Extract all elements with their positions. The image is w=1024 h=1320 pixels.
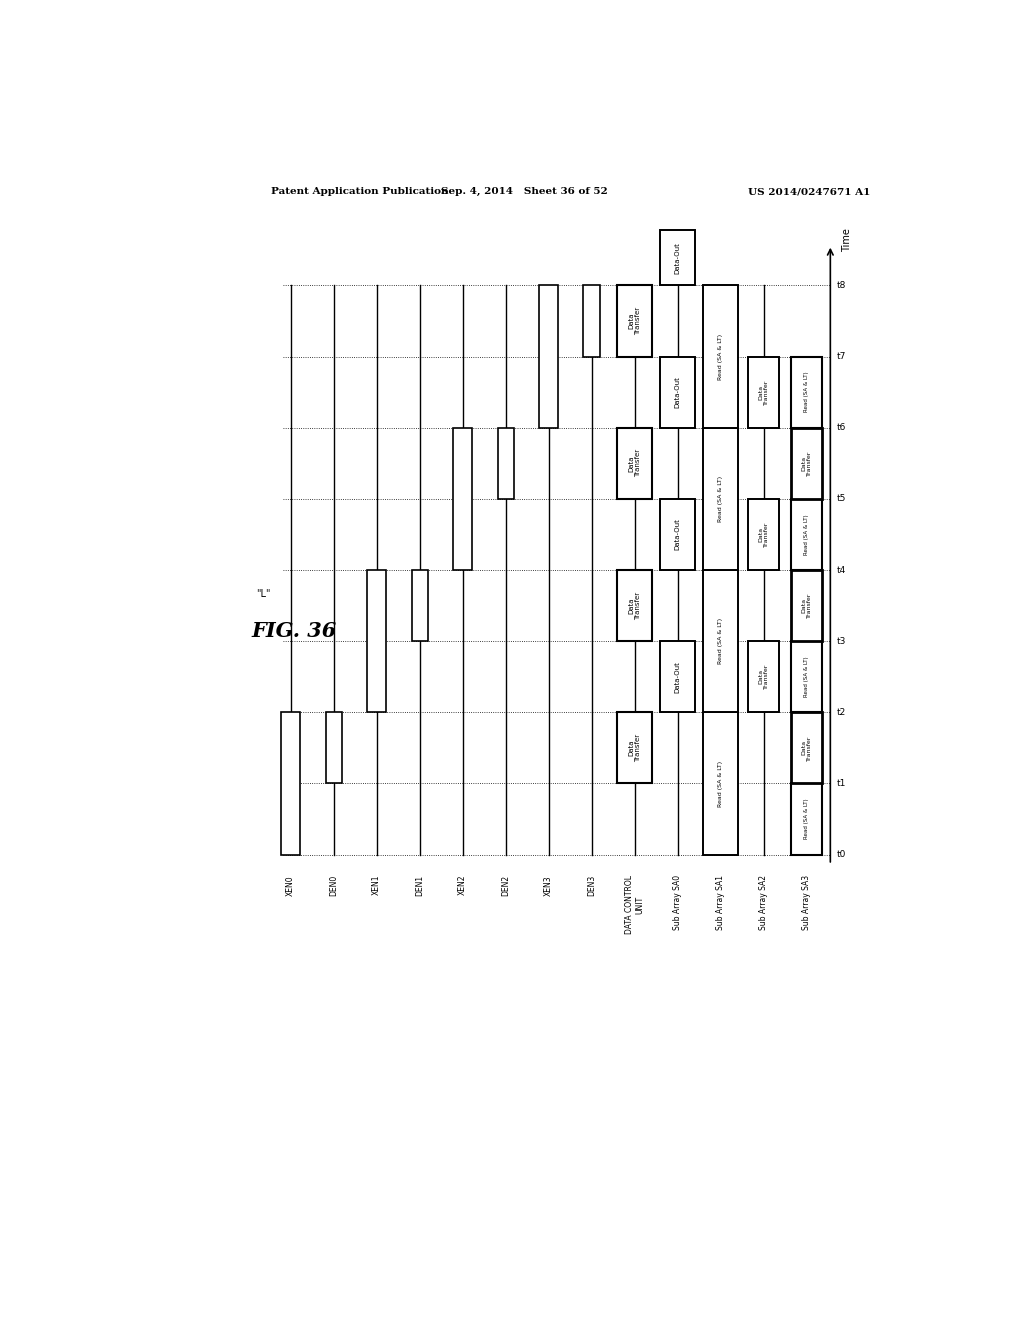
Bar xyxy=(748,642,779,713)
Text: Data
Transfer: Data Transfer xyxy=(628,734,641,762)
Text: t3: t3 xyxy=(837,636,846,645)
Text: Time: Time xyxy=(842,228,852,252)
Text: Read (SA & LT): Read (SA & LT) xyxy=(804,799,809,840)
Bar xyxy=(791,499,822,570)
Bar xyxy=(617,713,652,784)
Text: US 2014/0247671 A1: US 2014/0247671 A1 xyxy=(748,187,870,197)
Bar xyxy=(539,285,558,428)
Bar xyxy=(703,570,738,713)
Bar xyxy=(791,784,822,854)
Bar xyxy=(412,570,428,642)
Text: Sub Array SA0: Sub Array SA0 xyxy=(673,875,682,931)
Text: DEN2: DEN2 xyxy=(501,875,510,896)
Text: Data
Transfer: Data Transfer xyxy=(801,735,812,760)
Text: XEN1: XEN1 xyxy=(372,875,381,895)
Text: Patent Application Publication: Patent Application Publication xyxy=(270,187,449,197)
Text: Read (SA & LT): Read (SA & LT) xyxy=(718,475,723,521)
Bar xyxy=(791,356,822,428)
Text: Data
Transfer: Data Transfer xyxy=(758,521,769,548)
Text: FIG. 36: FIG. 36 xyxy=(251,620,336,642)
Text: Read (SA & LT): Read (SA & LT) xyxy=(718,618,723,664)
Bar xyxy=(660,499,695,570)
Text: Sub Array SA3: Sub Array SA3 xyxy=(802,875,811,931)
Text: XEN0: XEN0 xyxy=(286,875,295,895)
Text: t8: t8 xyxy=(837,281,846,290)
Text: Sub Array SA2: Sub Array SA2 xyxy=(759,875,768,931)
Bar xyxy=(703,713,738,854)
Bar xyxy=(791,428,822,499)
Bar xyxy=(453,428,472,570)
Text: t0: t0 xyxy=(837,850,846,859)
Text: DEN0: DEN0 xyxy=(329,875,338,896)
Text: Data
Transfer: Data Transfer xyxy=(801,450,812,477)
Bar xyxy=(498,428,514,499)
Text: Data-Out: Data-Out xyxy=(675,376,681,408)
Text: t5: t5 xyxy=(837,495,846,503)
Bar xyxy=(617,285,652,356)
Text: DEN3: DEN3 xyxy=(587,875,596,896)
Text: Data
Transfer: Data Transfer xyxy=(758,664,769,689)
Bar xyxy=(660,642,695,713)
Bar xyxy=(703,285,738,428)
Bar xyxy=(748,499,779,570)
Text: t2: t2 xyxy=(837,708,846,717)
Bar xyxy=(748,356,779,428)
Text: XEN2: XEN2 xyxy=(458,875,467,895)
Text: DEN1: DEN1 xyxy=(415,875,424,896)
Text: DATA CONTROL
UNIT: DATA CONTROL UNIT xyxy=(625,875,644,935)
Text: Read (SA & LT): Read (SA & LT) xyxy=(718,760,723,807)
Bar xyxy=(703,428,738,570)
Text: t7: t7 xyxy=(837,352,846,362)
Text: t1: t1 xyxy=(837,779,846,788)
Bar xyxy=(584,285,600,356)
Text: t6: t6 xyxy=(837,424,846,432)
Text: Read (SA & LT): Read (SA & LT) xyxy=(804,515,809,554)
Bar xyxy=(617,570,652,642)
Text: Data-Out: Data-Out xyxy=(675,661,681,693)
Text: Data-Out: Data-Out xyxy=(675,519,681,550)
Text: Sub Array SA1: Sub Array SA1 xyxy=(716,875,725,931)
Text: Read (SA & LT): Read (SA & LT) xyxy=(718,334,723,380)
Bar xyxy=(660,230,695,285)
Text: Data
Transfer: Data Transfer xyxy=(628,308,641,335)
Bar xyxy=(791,642,822,713)
Text: Data
Transfer: Data Transfer xyxy=(758,379,769,405)
Bar xyxy=(282,713,300,854)
Bar xyxy=(791,570,822,642)
Bar xyxy=(791,713,822,784)
Text: Data
Transfer: Data Transfer xyxy=(801,593,812,618)
Text: Read (SA & LT): Read (SA & LT) xyxy=(804,372,809,412)
Text: Data
Transfer: Data Transfer xyxy=(628,591,641,619)
Text: Data
Transfer: Data Transfer xyxy=(628,449,641,478)
Text: Data-Out: Data-Out xyxy=(675,242,681,275)
Text: t4: t4 xyxy=(837,565,846,574)
Bar xyxy=(368,570,386,713)
Text: XEN3: XEN3 xyxy=(544,875,553,895)
Bar xyxy=(326,713,342,784)
Text: Read (SA & LT): Read (SA & LT) xyxy=(804,656,809,697)
Text: "L": "L" xyxy=(256,589,270,599)
Text: Sep. 4, 2014   Sheet 36 of 52: Sep. 4, 2014 Sheet 36 of 52 xyxy=(441,187,608,197)
Bar xyxy=(660,356,695,428)
Bar xyxy=(617,428,652,499)
